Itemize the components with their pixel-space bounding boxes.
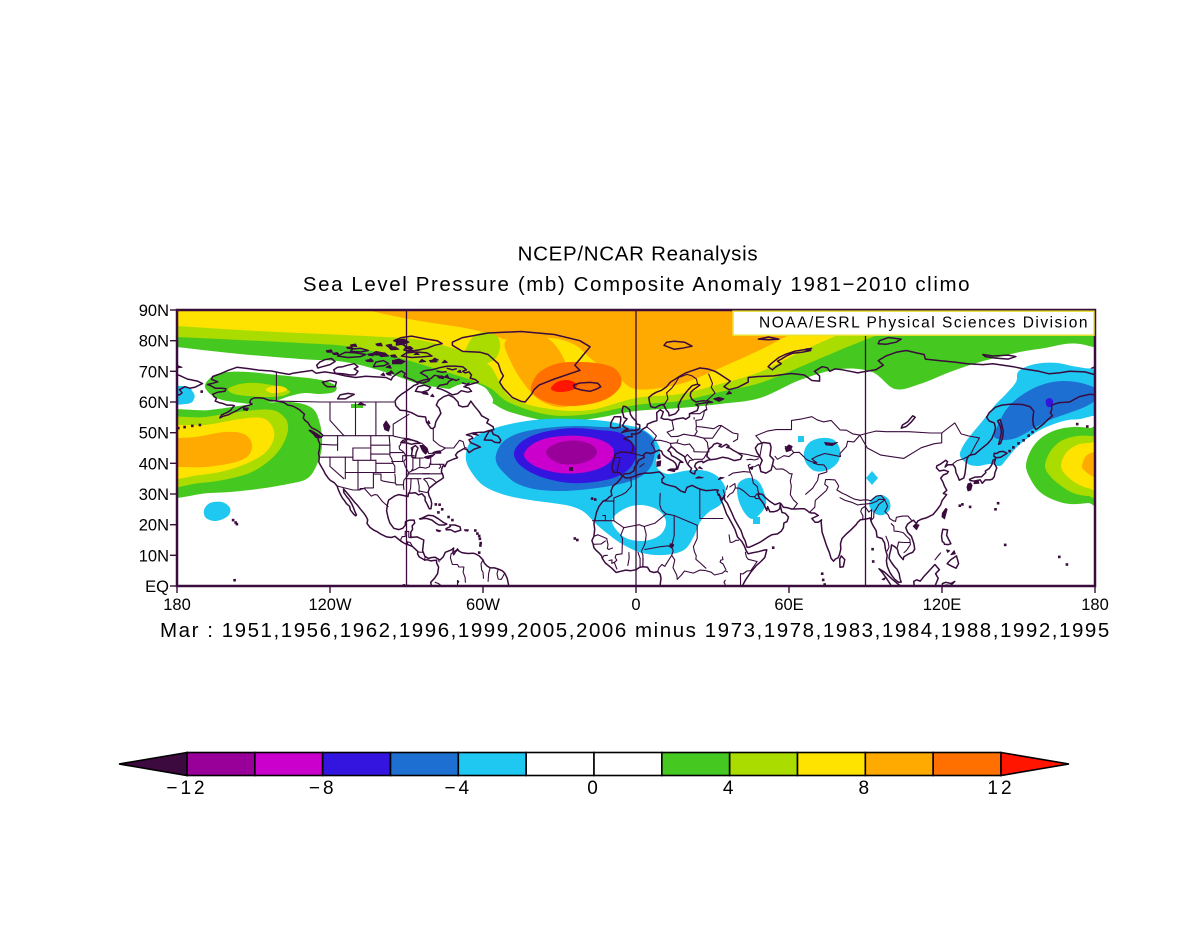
svg-text:12: 12	[987, 778, 1014, 799]
svg-text:120E: 120E	[923, 596, 962, 614]
svg-text:60E: 60E	[774, 596, 803, 614]
svg-text:EQ: EQ	[145, 578, 169, 596]
svg-text:NCEP/NCAR Reanalysis: NCEP/NCAR Reanalysis	[518, 243, 759, 266]
svg-text:−8: −8	[309, 778, 337, 799]
svg-text:−4: −4	[444, 778, 472, 799]
svg-text:Mar : 1951,1956,1962,1996,1999: Mar : 1951,1956,1962,1996,1999,2005,2006…	[160, 619, 1111, 642]
svg-text:8: 8	[859, 778, 873, 799]
svg-text:180: 180	[1081, 596, 1109, 614]
svg-text:90N: 90N	[139, 302, 169, 320]
svg-text:60N: 60N	[139, 394, 169, 412]
svg-text:0: 0	[631, 596, 640, 614]
svg-text:0: 0	[587, 778, 601, 799]
svg-text:−12: −12	[166, 778, 207, 799]
svg-text:30N: 30N	[139, 486, 169, 504]
svg-text:Sea Level Pressure (mb) Compos: Sea Level Pressure (mb) Composite Anomal…	[303, 273, 971, 296]
svg-text:4: 4	[723, 778, 737, 799]
svg-text:20N: 20N	[139, 517, 169, 535]
svg-text:NOAA/ESRL Physical Sciences Di: NOAA/ESRL Physical Sciences Division	[759, 315, 1089, 332]
svg-text:40N: 40N	[139, 455, 169, 473]
svg-text:50N: 50N	[139, 425, 169, 443]
svg-text:70N: 70N	[139, 363, 169, 381]
svg-text:10N: 10N	[139, 547, 169, 565]
svg-text:180: 180	[163, 596, 191, 614]
svg-text:80N: 80N	[139, 333, 169, 351]
svg-text:120W: 120W	[308, 596, 352, 614]
svg-text:60W: 60W	[466, 596, 500, 614]
